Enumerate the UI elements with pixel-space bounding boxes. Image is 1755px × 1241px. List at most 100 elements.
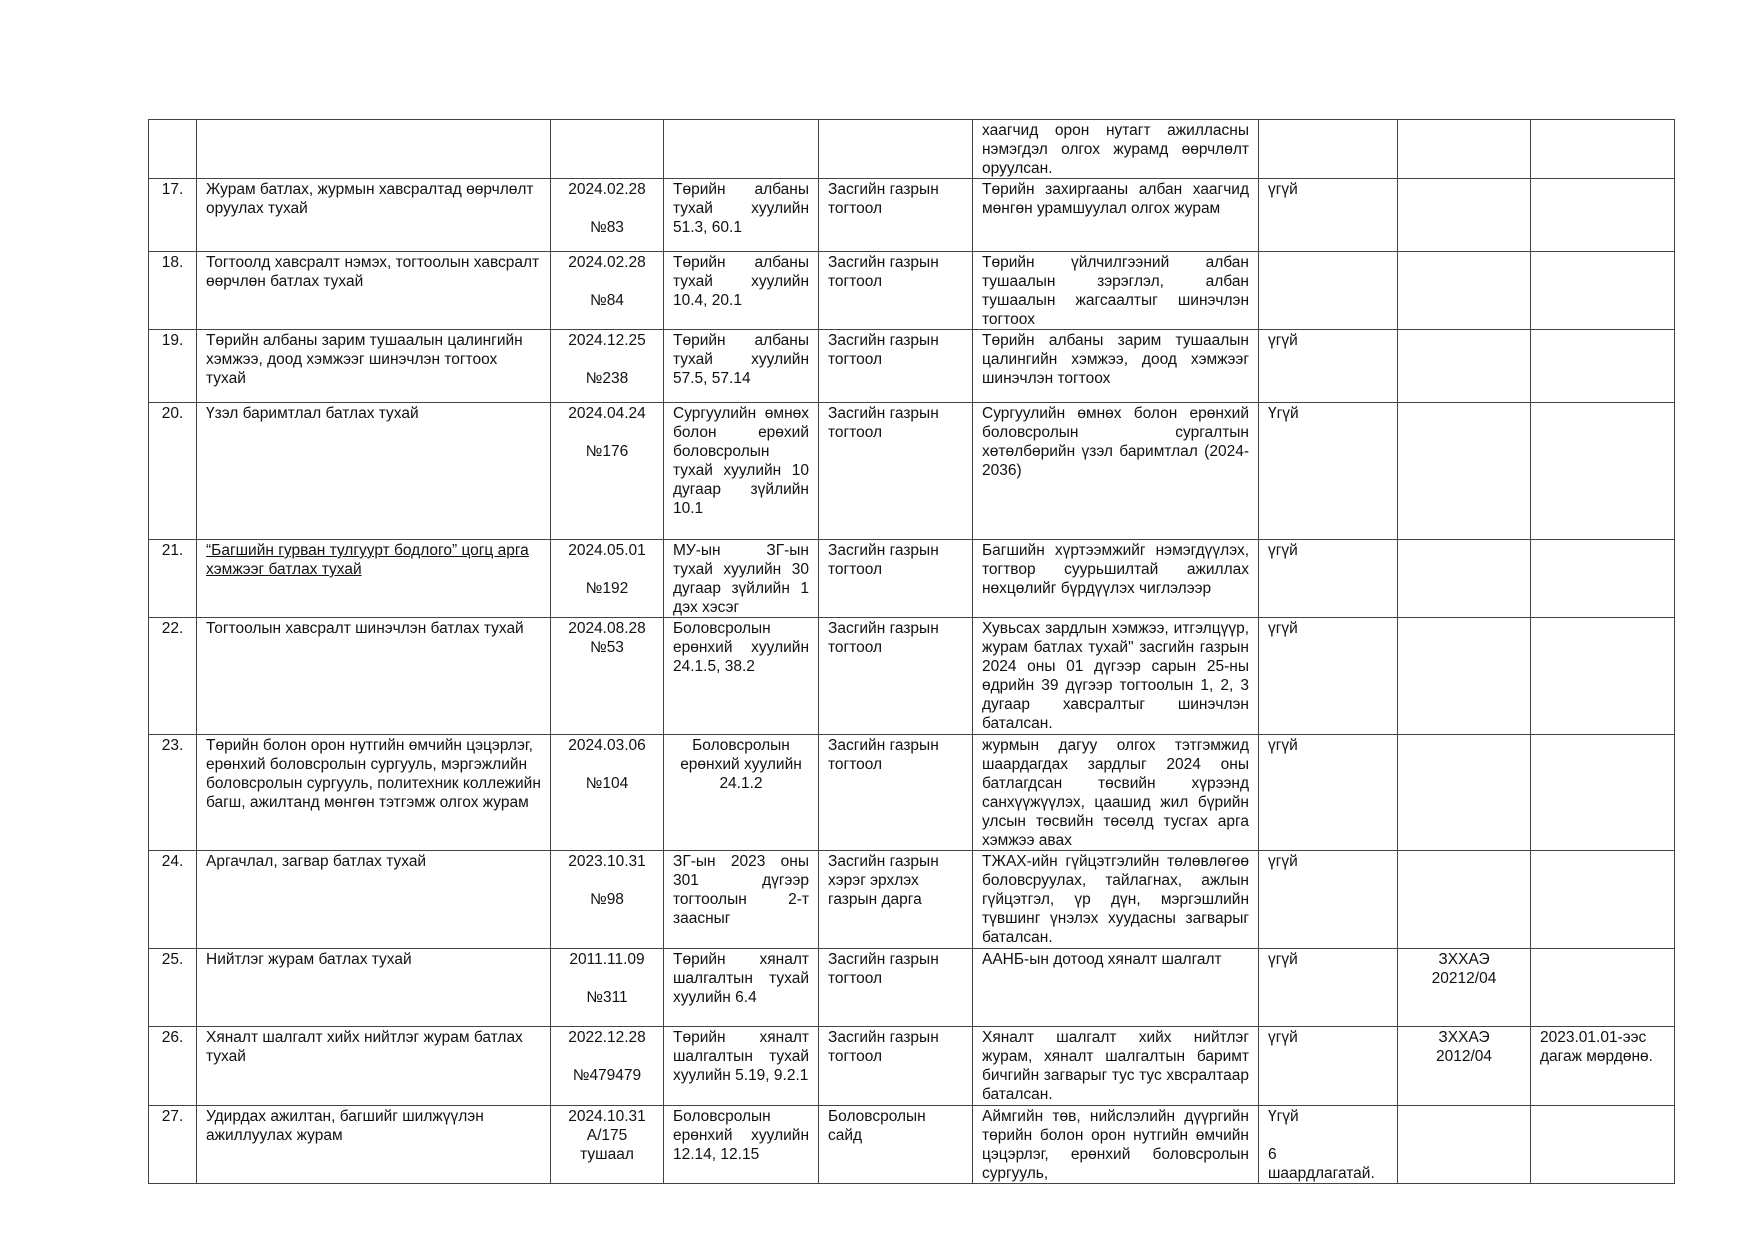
row-number: 25. <box>161 951 184 968</box>
content: Аймгийн төв, нийслэлийн дүүргийн төрийн … <box>982 1108 1249 1182</box>
date-number: 2024.05.01 №192 <box>568 542 646 597</box>
row-number-cell: 21. <box>148 539 197 618</box>
table-row: 21. “Багшийн гурван тулгуурт бодлого” цог… <box>148 539 1675 618</box>
document-type: Засгийн газрын хэрэг эрхлэх газрын дарга <box>828 853 939 908</box>
document-type-cell: Засгийн газрын тогтоол <box>818 251 973 330</box>
content: Хувьсах зардлын хэмжээ, итгэлцүүр, журам… <box>982 620 1249 732</box>
date-number-cell: 2024.08.28 №53 <box>550 617 664 735</box>
row-number-cell: 22. <box>148 617 197 735</box>
content: хаагчид орон нутагт ажилласны нэмэгдэл о… <box>982 122 1249 177</box>
document-title: Тогтоолд хавсралт нэмэх, тогтоолын хавср… <box>206 254 540 290</box>
date-number-cell: 2024.10.31 А/175 тушаал <box>550 1105 664 1184</box>
date-number-cell: 2024.02.28 №83 <box>550 178 664 252</box>
document-title-link[interactable]: “Багшийн гурван тулгуурт бодлого” цогц а… <box>206 542 529 578</box>
row-number-cell: 24. <box>148 850 197 949</box>
legal-basis: Төрийн хяналт шалгалтын тухай хуулийн 6.… <box>673 951 809 1006</box>
legal-basis: Боловсролын ерөнхий хуулийн 24.1.5, 38.2 <box>673 620 809 675</box>
document-title: Хяналт шалгалт хийх нийтлэг журам батлах… <box>206 1029 523 1065</box>
row-number-cell: 26. <box>148 1026 197 1106</box>
legal-basis: Боловсролын ерөнхий хуулийн 24.1.2 <box>680 737 802 792</box>
document-title-cell: Удирдах ажилтан, багшийг шилжүүлэн ажилл… <box>196 1105 551 1184</box>
date-number: 2024.04.24 №176 <box>568 405 646 460</box>
document-title: Нийтлэг журам батлах тухай <box>206 951 412 968</box>
document-title-cell: Хяналт шалгалт хийх нийтлэг журам батлах… <box>196 1026 551 1106</box>
note-cell <box>1530 948 1675 1027</box>
document-type-cell: Засгийн газрын тогтоол <box>818 617 973 735</box>
legal-basis-cell <box>663 119 819 179</box>
document-type: Засгийн газрын тогтоол <box>828 332 939 368</box>
row-number: 18. <box>161 254 184 271</box>
document-title-cell: Төрийн болон орон нутгийн өмчийн цэцэрлэ… <box>196 734 551 851</box>
content-cell: Сургуулийн өмнөх болон ерөнхий боловсрол… <box>972 402 1259 540</box>
document-type-cell: Засгийн газрын тогтоол <box>818 734 973 851</box>
table-row: 26. Хяналт шалгалт хийх нийтлэг журам бат… <box>148 1026 1675 1106</box>
table-row: 18. Тогтоолд хавсралт нэмэх, тогтоолын ха… <box>148 251 1675 330</box>
legal-basis: Сургуулийн өмнөх болон ерөхий боловсролы… <box>673 405 809 517</box>
legal-basis: Төрийн албаны тухай хуулийн 51.3, 60.1 <box>673 181 809 236</box>
table-row: 24. Аргачлал, загвар батлах тухай 2023.10.… <box>148 850 1675 949</box>
row-number: 27. <box>161 1108 184 1125</box>
note-cell <box>1530 251 1675 330</box>
regulations-table: хаагчид орон нутагт ажилласны нэмэгдэл о… <box>148 119 1675 1184</box>
change-status: үгүй <box>1268 620 1298 637</box>
registration-cell <box>1397 178 1531 252</box>
change-status-cell <box>1258 251 1398 330</box>
content-cell: Аймгийн төв, нийслэлийн дүүргийн төрийн … <box>972 1105 1259 1184</box>
change-status-cell: үгүй <box>1258 329 1398 403</box>
row-number-cell <box>148 119 197 179</box>
document-title: Төрийн болон орон нутгийн өмчийн цэцэрлэ… <box>206 737 541 811</box>
table-row: 20. Үзэл баримтлал батлах тухай 2024.04.24… <box>148 402 1675 540</box>
table-row: 22. Тогтоолын хавсралт шинэчлэн батлах ту… <box>148 617 1675 735</box>
registration-cell <box>1397 539 1531 618</box>
document-type-cell: Засгийн газрын тогтоол <box>818 539 973 618</box>
content: Төрийн албаны зарим тушаалын цалингийн х… <box>982 332 1249 387</box>
change-status: үгүй <box>1268 181 1298 198</box>
table-row: 23. Төрийн болон орон нутгийн өмчийн цэцэ… <box>148 734 1675 851</box>
row-number: 26. <box>161 1029 184 1046</box>
change-status: үгүй <box>1268 737 1298 754</box>
date-number: 2011.11.09 №311 <box>569 951 645 1006</box>
document-type: Засгийн газрын тогтоол <box>828 620 939 656</box>
change-status-cell: үгүй <box>1258 1026 1398 1106</box>
document-type-cell: Засгийн газрын тогтоол <box>818 948 973 1027</box>
document-type-cell: Засгийн газрын тогтоол <box>818 329 973 403</box>
date-number: 2023.10.31 №98 <box>568 853 646 908</box>
legal-basis-cell: Төрийн хяналт шалгалтын тухай хуулийн 6.… <box>663 948 819 1027</box>
row-number: 22. <box>161 620 184 637</box>
registration-cell <box>1397 617 1531 735</box>
change-status: үгүй <box>1268 853 1298 870</box>
note-cell <box>1530 402 1675 540</box>
date-number: 2024.02.28 №84 <box>568 254 646 309</box>
document-type-cell: Боловсролын сайд <box>818 1105 973 1184</box>
row-number-cell: 18. <box>148 251 197 330</box>
date-number: 2024.12.25 №238 <box>568 332 646 387</box>
content: Төрийн үйлчилгээний албан тушаалын зэрэг… <box>982 254 1249 328</box>
note-cell <box>1530 539 1675 618</box>
change-status-cell: Үгүй <box>1258 402 1398 540</box>
date-number: 2024.08.28 №53 <box>568 620 646 656</box>
note-cell <box>1530 617 1675 735</box>
legal-basis-cell: ЗГ-ын 2023 оны 301 дүгээр тогтоолын 2-т … <box>663 850 819 949</box>
document-title-cell: Тогтоолын хавсралт шинэчлэн батлах тухай <box>196 617 551 735</box>
content-cell: Төрийн захиргааны албан хаагчид мөнгөн у… <box>972 178 1259 252</box>
registration-cell: ЗХХАЭ 20212/04 <box>1397 948 1531 1027</box>
content: Хяналт шалгалт хийх нийтлэг журам, хянал… <box>982 1029 1249 1103</box>
document-title-cell: Журам батлах, журмын хавсралтад өөрчлөлт… <box>196 178 551 252</box>
date-number: 2024.02.28 №83 <box>568 181 646 236</box>
content-cell: хаагчид орон нутагт ажилласны нэмэгдэл о… <box>972 119 1259 179</box>
content-cell: журмын дагуу олгох тэтгэмжид шаардагдах … <box>972 734 1259 851</box>
registration-cell <box>1397 850 1531 949</box>
registration-cell <box>1397 119 1531 179</box>
change-status-cell: үгүй <box>1258 948 1398 1027</box>
document-type: Засгийн газрын тогтоол <box>828 737 939 773</box>
content: Төрийн захиргааны албан хаагчид мөнгөн у… <box>982 181 1249 217</box>
change-status: үгүй <box>1268 332 1298 349</box>
row-number-cell: 27. <box>148 1105 197 1184</box>
table-row: 25. Нийтлэг журам батлах тухай 2011.11.09 … <box>148 948 1675 1027</box>
row-number-cell: 25. <box>148 948 197 1027</box>
change-status-cell: үгүй <box>1258 734 1398 851</box>
row-number-cell: 20. <box>148 402 197 540</box>
date-number-cell: 2024.12.25 №238 <box>550 329 664 403</box>
registration-cell <box>1397 1105 1531 1184</box>
content: Багшийн хүртээмжийг нэмэгдүүлэх, тогтвор… <box>982 542 1249 597</box>
